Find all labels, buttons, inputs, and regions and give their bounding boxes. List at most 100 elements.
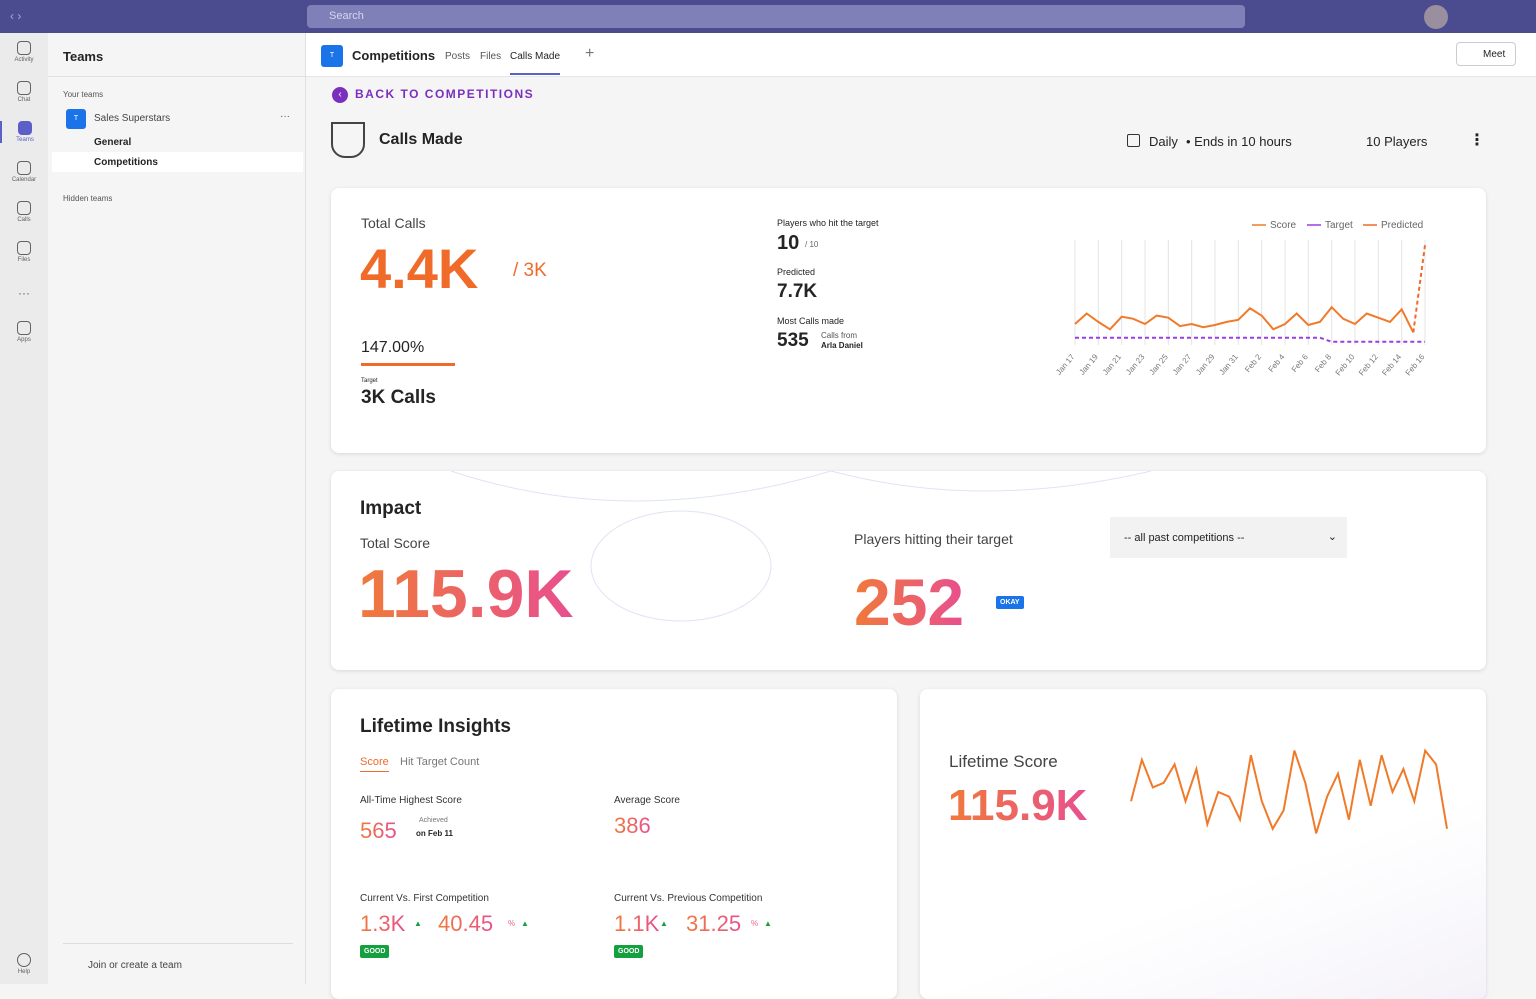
rail-label: Calls xyxy=(17,217,31,223)
rail-item[interactable]: Help xyxy=(0,953,48,975)
most-value: 535 xyxy=(777,330,809,351)
frequency: Daily xyxy=(1149,134,1178,149)
tab-active[interactable]: Score xyxy=(360,756,389,772)
total-of: / 3K xyxy=(513,260,547,281)
more-menu[interactable]: ⋮ xyxy=(1469,132,1485,149)
most-from: Calls from xyxy=(821,331,858,340)
series-line xyxy=(1075,336,1425,343)
back-icon[interactable]: ‹ xyxy=(332,87,348,103)
most-label: Most Calls made xyxy=(777,316,845,326)
team-name[interactable]: Sales Superstars xyxy=(94,113,171,124)
players-value: 252 xyxy=(854,565,965,639)
lifetime-label: Lifetime Score xyxy=(949,752,1058,771)
total-score: 115.9K xyxy=(358,556,574,632)
more[interactable]: ··· xyxy=(18,286,30,300)
insights-title: Lifetime Insights xyxy=(360,716,511,737)
rail-label: Chat xyxy=(17,97,31,103)
percent: 147.00% xyxy=(361,339,425,356)
app-rail: Activity Chat Teams Calendar Calls Files… xyxy=(0,33,48,984)
x-tick-label: Jan 17 xyxy=(1054,352,1077,377)
insights-card: Lifetime Insights Score Hit Target Count… xyxy=(331,689,897,999)
first-label: Current Vs. First Competition xyxy=(360,893,489,904)
tab[interactable]: Hit Target Count xyxy=(400,756,480,768)
series-line xyxy=(1130,748,1448,834)
competition-select[interactable]: -- all past competitions -- ⌄ xyxy=(1110,517,1347,558)
rail-label: Teams xyxy=(16,137,34,143)
rail-item[interactable]: Activity xyxy=(0,41,48,63)
join-team[interactable]: Join or create a team xyxy=(88,960,182,971)
x-tick-label: Feb 10 xyxy=(1334,352,1357,377)
tab-active[interactable]: Calls Made xyxy=(510,51,561,75)
ends: Ends in 10 hours xyxy=(1194,134,1292,149)
series-line xyxy=(1074,305,1415,333)
most-name: Arla Daniel xyxy=(821,341,863,350)
highest-label: All-Time Highest Score xyxy=(360,795,462,806)
lifetime-value: 115.9K xyxy=(948,781,1088,830)
x-tick-label: Feb 14 xyxy=(1380,352,1403,377)
add-tab[interactable]: + xyxy=(585,45,595,62)
hit-label: Players who hit the target xyxy=(777,218,879,228)
prev-unit: % xyxy=(751,919,759,928)
x-tick-label: Feb 2 xyxy=(1243,352,1263,374)
avatar[interactable] xyxy=(1424,5,1448,29)
channel-header: T Competitions Posts Files Calls Made + … xyxy=(306,33,1536,77)
hit-value: 10 xyxy=(777,232,800,254)
series-line xyxy=(1412,245,1426,333)
teams-panel: Teams Your teams T Sales Superstars ··· … xyxy=(48,33,306,984)
x-tick-label: Feb 12 xyxy=(1357,352,1380,377)
impact-card: Impact Total Score 115.9K Players hittin… xyxy=(331,471,1486,670)
total-label: Total Score xyxy=(360,535,431,551)
channel[interactable]: Competitions xyxy=(94,157,158,168)
players: 10 Players xyxy=(1366,134,1428,149)
average-label: Average Score xyxy=(614,795,680,806)
rail-item[interactable]: Files xyxy=(0,241,48,263)
predicted-label: Predicted xyxy=(777,267,816,277)
rail-item[interactable]: Calendar xyxy=(0,161,48,183)
rail-label: Files xyxy=(17,257,31,263)
rail-item[interactable]: Chat xyxy=(0,81,48,103)
tab[interactable]: Posts xyxy=(445,51,471,62)
hit-of: / 10 xyxy=(805,240,819,249)
rail-item[interactable]: Apps xyxy=(0,321,48,343)
calls-chart: Jan 17 Jan 19 Jan 21 Jan 23 Jan 25 Jan 27 Jan … xyxy=(1054,220,1427,377)
competition-title: Calls Made xyxy=(379,131,463,148)
x-tick-label: Feb 16 xyxy=(1404,352,1427,377)
search-box[interactable]: Search xyxy=(307,5,1245,28)
back-link[interactable]: BACK TO COMPETITIONS xyxy=(355,87,535,101)
divider xyxy=(48,76,305,77)
x-tick-label: Jan 19 xyxy=(1078,352,1101,377)
trophy-icon xyxy=(331,122,365,158)
rail-item[interactable]: Teams xyxy=(0,121,48,143)
nav-arrows[interactable]: ‹ › xyxy=(10,9,22,23)
target-value: 3K Calls xyxy=(361,387,436,408)
x-tick-label: Jan 21 xyxy=(1101,352,1124,377)
panel-title: Teams xyxy=(63,49,104,64)
first-value: 1.3K xyxy=(360,911,406,936)
section-label: Your teams xyxy=(63,90,104,99)
select-text: -- all past competitions -- xyxy=(1124,532,1245,544)
x-tick-label: Jan 23 xyxy=(1124,352,1147,377)
summary-card: Total Calls 4.4K / 3K 147.00% Target 3K … xyxy=(331,188,1486,453)
good-badge: GOOD xyxy=(360,945,390,958)
team-icon: T xyxy=(66,109,86,129)
average-value: 386 xyxy=(614,813,651,838)
meet-button[interactable]: Meet xyxy=(1456,42,1516,66)
tab[interactable]: Files xyxy=(480,51,502,62)
achieved: Achieved xyxy=(419,817,448,824)
total-label: Total Calls xyxy=(361,215,426,231)
x-tick-label: Feb 8 xyxy=(1313,352,1333,374)
decor xyxy=(450,471,1152,622)
x-tick-label: Jan 27 xyxy=(1171,352,1194,377)
lifetime-chart xyxy=(1130,748,1448,834)
x-tick-label: Jan 25 xyxy=(1148,352,1171,377)
calendar-icon xyxy=(1127,134,1140,147)
legend-label: Predicted xyxy=(1381,220,1423,231)
rail-item[interactable]: Calls xyxy=(0,201,48,223)
team-menu[interactable]: ··· xyxy=(280,111,290,122)
x-tick-label: Feb 6 xyxy=(1290,352,1310,374)
highest-value: 565 xyxy=(360,818,397,843)
rail-label: Apps xyxy=(17,337,31,343)
players-label: Players hitting their target xyxy=(854,531,1013,547)
channel[interactable]: General xyxy=(94,137,132,148)
